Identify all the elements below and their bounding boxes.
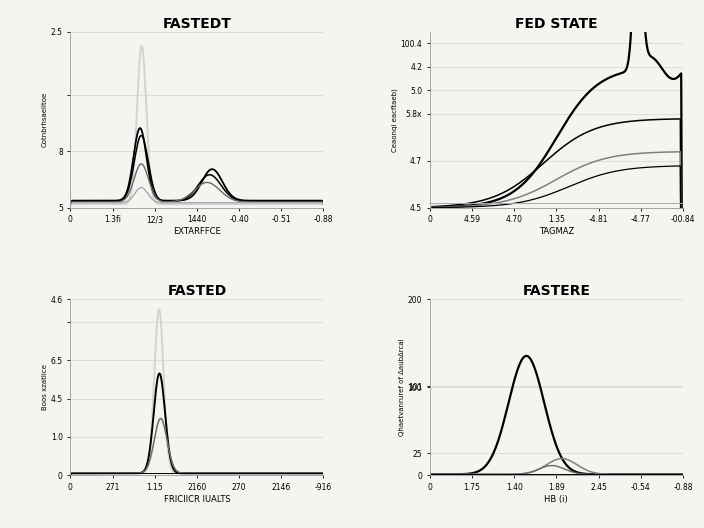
Title: FED STATE: FED STATE <box>515 16 598 31</box>
X-axis label: EXTARFFCE: EXTARFFCE <box>173 227 221 236</box>
Y-axis label: Cotnbrhsaeiltoe: Cotnbrhsaeiltoe <box>42 92 48 147</box>
X-axis label: TAGMAZ: TAGMAZ <box>539 227 574 236</box>
Title: FASTED: FASTED <box>168 284 227 298</box>
Title: FASTEDT: FASTEDT <box>163 16 232 31</box>
Title: FASTERE: FASTERE <box>522 284 591 298</box>
Y-axis label: Boos xzatlice: Boos xzatlice <box>42 364 48 410</box>
Y-axis label: Ceaonqi eacftaeb): Ceaonqi eacftaeb) <box>391 88 398 152</box>
X-axis label: FRICIICR IUALTS: FRICIICR IUALTS <box>163 495 230 504</box>
Y-axis label: Qhaetvanruref of ΔaubΔrcal: Qhaetvanruref of ΔaubΔrcal <box>399 338 405 436</box>
X-axis label: HB (i): HB (i) <box>544 495 568 504</box>
